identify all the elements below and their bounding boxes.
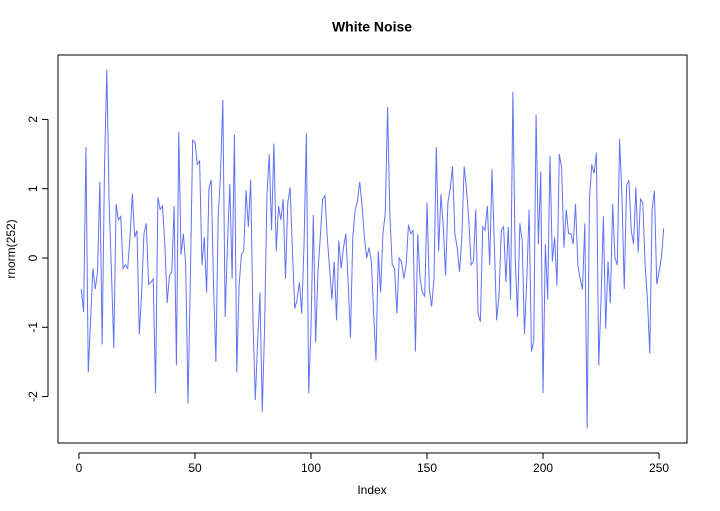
y-tick-label: 0	[26, 254, 40, 261]
data-line	[80, 69, 665, 429]
y-tick-label: -2	[26, 391, 40, 402]
x-tick-label: 150	[417, 461, 437, 475]
x-tick-label: 50	[188, 461, 202, 475]
x-axis-label: Index	[357, 483, 386, 497]
chart-title: White Noise	[332, 19, 412, 35]
y-tick-label: 1	[26, 185, 40, 192]
x-tick-label: 100	[301, 461, 321, 475]
plot-frame	[57, 54, 688, 444]
x-tick-label: 250	[649, 461, 669, 475]
y-tick-label: -1	[26, 322, 40, 333]
y-tick-label: 2	[26, 116, 40, 123]
x-tick-label: 200	[533, 461, 553, 475]
y-axis-label: rnorm(252)	[4, 219, 18, 278]
x-tick-label: 0	[76, 461, 83, 475]
